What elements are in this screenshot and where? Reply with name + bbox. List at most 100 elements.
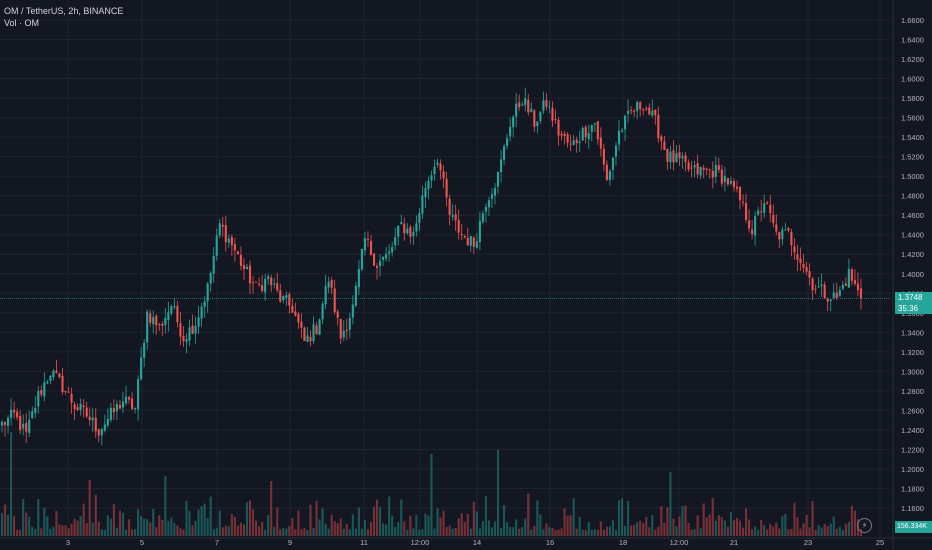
- candle-body: [324, 286, 327, 305]
- volume-bar: [155, 527, 158, 536]
- candle-body: [506, 138, 509, 146]
- volume-bar: [738, 520, 742, 536]
- volume-bar: [781, 516, 784, 536]
- volume-bar: [445, 527, 448, 536]
- candle-body: [708, 169, 711, 171]
- candle-body: [760, 211, 763, 213]
- volume-bar: [3, 504, 7, 536]
- volume-bar: [345, 524, 348, 536]
- volume-bar: [723, 520, 726, 536]
- candle-body: [575, 139, 578, 144]
- volume-bar: [702, 503, 705, 536]
- volume-bar: [16, 529, 19, 536]
- candle-body: [94, 417, 97, 432]
- candle-body: [633, 110, 636, 112]
- volume-bar: [678, 516, 681, 536]
- candle-body: [817, 286, 820, 288]
- price-tick-label: 1.1600: [901, 504, 924, 513]
- volume-bar: [357, 507, 360, 536]
- price-tick-label: 1.4600: [901, 211, 924, 220]
- volume-bar: [820, 527, 823, 536]
- volume-bar: [149, 522, 152, 536]
- volume-bar: [639, 520, 642, 536]
- candle-body: [560, 133, 563, 136]
- volume-bar: [844, 523, 847, 536]
- candle-body: [294, 311, 297, 316]
- volume-bar: [454, 527, 457, 536]
- volume-bar: [748, 519, 751, 536]
- candle-body: [43, 382, 46, 397]
- candle-body: [382, 256, 385, 260]
- candle-body: [572, 140, 575, 145]
- candle-body: [805, 267, 808, 272]
- candle-body: [215, 235, 218, 256]
- volume-bar: [109, 518, 112, 536]
- candle-body: [312, 324, 315, 342]
- volume-bar: [521, 526, 524, 536]
- volume-bar: [46, 516, 49, 536]
- volume-bar: [306, 529, 309, 536]
- volume-bar: [360, 528, 363, 536]
- candle-body: [200, 306, 203, 319]
- candle-body: [702, 167, 705, 170]
- candle-body: [385, 253, 388, 259]
- candle-body: [106, 418, 109, 426]
- price-tick-label: 1.2000: [901, 465, 924, 474]
- candle-body: [814, 288, 817, 290]
- volume-bar: [503, 504, 506, 536]
- candle-body: [599, 137, 602, 149]
- volume-bar: [584, 529, 587, 536]
- time-tick-label: 21: [730, 538, 738, 547]
- candle-body: [687, 162, 690, 170]
- candle-body: [790, 231, 793, 246]
- price-tick-label: 1.3000: [901, 367, 924, 376]
- time-axis: 3 5 7 9 11 12:00 14 16 18 12:00 21 23 25: [0, 537, 932, 547]
- volume-bar: [100, 529, 103, 536]
- volume-bar: [660, 506, 663, 536]
- candle-body: [421, 195, 424, 214]
- volume-bar: [566, 515, 569, 536]
- volume-bar: [94, 494, 97, 536]
- volume-bar: [545, 523, 548, 536]
- candle-body: [315, 325, 318, 334]
- volume-bar: [288, 526, 291, 536]
- candle-body: [518, 102, 521, 108]
- volume-bar: [633, 524, 636, 536]
- candle-body: [79, 403, 82, 411]
- lightning-icon[interactable]: ⚡: [857, 518, 872, 533]
- candle-body: [248, 265, 252, 284]
- volume-bar: [230, 513, 233, 536]
- candle-body: [227, 238, 230, 243]
- price-tick-label: 1.1800: [901, 484, 924, 493]
- candle-body: [475, 241, 478, 248]
- candle-body: [844, 283, 847, 286]
- volume-bar: [70, 523, 73, 536]
- volume-bar: [693, 529, 696, 536]
- candle-body: [363, 238, 367, 251]
- candle-body: [784, 229, 787, 231]
- candle-body: [354, 285, 357, 306]
- volume-bar: [236, 525, 239, 536]
- candle-body: [605, 164, 608, 180]
- volume-bar: [366, 529, 370, 536]
- candle-body: [230, 237, 233, 246]
- volume-bar: [735, 517, 739, 536]
- candle-body: [542, 100, 545, 111]
- volume-bar: [648, 527, 651, 536]
- volume-bar: [282, 527, 285, 536]
- candle-body: [397, 225, 400, 237]
- candle-body: [521, 104, 524, 106]
- volume-bar: [499, 528, 503, 536]
- volume-bar: [140, 516, 143, 536]
- candle-body: [617, 130, 621, 145]
- candle-body: [793, 246, 796, 253]
- candle-body: [841, 284, 844, 290]
- volume-bar: [720, 517, 723, 536]
- volume-bar: [61, 525, 64, 536]
- volume-bar: [152, 508, 155, 536]
- volume-bar: [206, 518, 209, 536]
- candle-body: [236, 251, 239, 255]
- candle-body: [221, 224, 224, 227]
- candle-body: [318, 319, 321, 335]
